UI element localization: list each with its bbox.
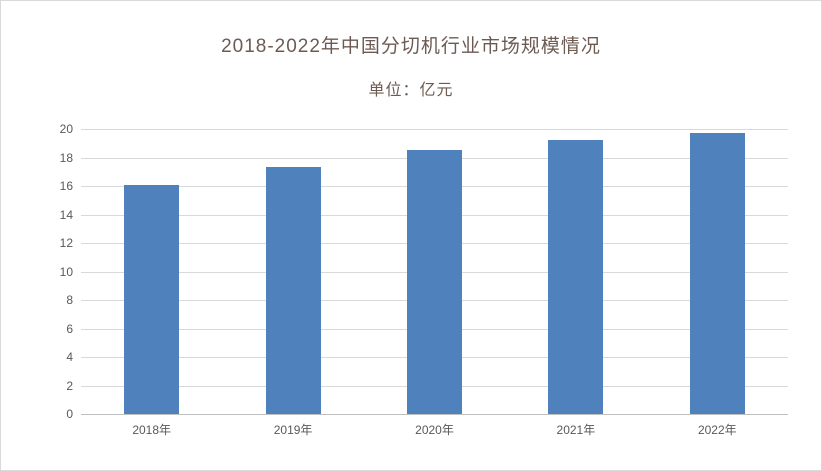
x-axis-line	[81, 414, 788, 415]
bar-2022年	[689, 133, 745, 414]
bar-2018年	[124, 184, 180, 414]
y-axis-tick-label: 10	[59, 264, 73, 279]
y-axis-tick-label: 8	[66, 293, 73, 307]
x-axis-tick-label: 2019年	[273, 423, 313, 437]
y-axis-tick-label: 20	[59, 122, 73, 136]
x-axis-tick-label: 2020年	[415, 423, 454, 437]
chart-subtitle: 单位：亿元	[368, 82, 454, 99]
y-axis-tick-label: 16	[59, 179, 73, 193]
y-axis-tick-label: 2	[66, 378, 73, 393]
y-axis-tick-label: 0	[66, 407, 73, 421]
y-axis-tick-label: 18	[59, 150, 73, 165]
y-axis-tick-label: 12	[59, 236, 73, 250]
y-axis-tick-label: 14	[59, 207, 73, 222]
gridline-y-20	[81, 129, 788, 130]
bar-2019年	[265, 167, 321, 414]
bar-2020年	[407, 150, 462, 414]
y-axis-tick-label: 4	[66, 350, 73, 364]
x-axis-tick-label: 2018年	[132, 423, 172, 437]
plot-area: 0 2 4 6 8 10 12 14 16 18 20 2018年 2019年 2020年 2021年 202…	[60, 123, 788, 437]
y-axis-tick-label: 6	[66, 321, 73, 336]
x-axis-tick-label: 2021年	[556, 423, 596, 437]
x-axis-tick-label: 2022年	[697, 423, 737, 437]
bar-2021年	[548, 140, 604, 414]
chart-title: 2018-2022年中国分切机行业市场规模情况	[221, 36, 601, 57]
